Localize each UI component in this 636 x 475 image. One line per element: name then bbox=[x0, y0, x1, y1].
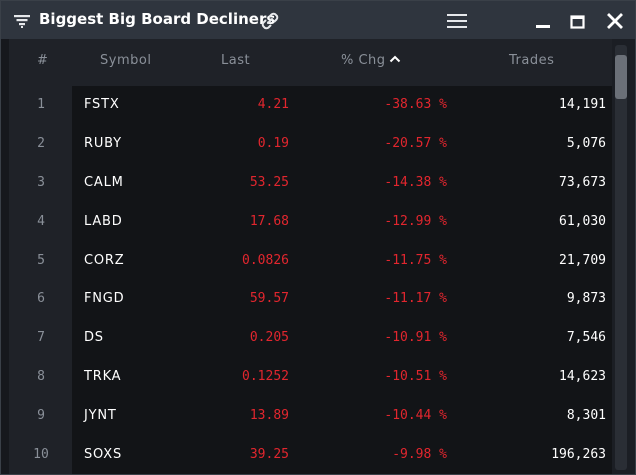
table-row[interactable]: 9 JYNT 13.89 -10.44 % 8,301 bbox=[9, 397, 612, 437]
row-chg: -14.38 % bbox=[384, 174, 447, 190]
row-trades: 7,546 bbox=[566, 330, 606, 346]
row-symbol[interactable]: LABD bbox=[84, 213, 123, 229]
table-row[interactable]: 8 TRKA 0.1252 -10.51 % 14,623 bbox=[9, 358, 612, 398]
table-row[interactable]: 10 SOXS 39.25 -9.98 % 196,263 bbox=[9, 436, 612, 474]
row-chg: -9.98 % bbox=[392, 447, 447, 463]
header-index[interactable]: # bbox=[37, 53, 49, 68]
window-title: Biggest Big Board Decliners bbox=[39, 10, 276, 28]
row-chg: -10.51 % bbox=[384, 369, 447, 385]
table-row[interactable]: 7 DS 0.205 -10.91 % 7,546 bbox=[9, 319, 612, 359]
link-icon[interactable] bbox=[260, 11, 280, 35]
header-chg[interactable]: % Chg bbox=[341, 53, 401, 68]
title-bar[interactable]: Biggest Big Board Decliners bbox=[1, 1, 635, 39]
table-panel: # Symbol Last % Chg Trades 1 FSTX 4.21 -… bbox=[9, 39, 612, 474]
table-row[interactable]: 2 RUBY 0.19 -20.57 % 5,076 bbox=[9, 124, 612, 164]
row-chg: -38.63 % bbox=[384, 97, 447, 112]
sort-ascending-icon[interactable] bbox=[389, 52, 401, 67]
row-last: 17.68 bbox=[249, 213, 289, 229]
row-trades: 8,301 bbox=[566, 408, 606, 424]
row-index: 9 bbox=[37, 408, 45, 424]
row-last: 4.21 bbox=[257, 97, 289, 112]
table-header: # Symbol Last % Chg Trades bbox=[9, 39, 612, 86]
row-last: 0.0826 bbox=[242, 252, 289, 268]
row-chg: -11.75 % bbox=[384, 252, 447, 268]
row-chg: -12.99 % bbox=[384, 213, 447, 229]
row-trades: 5,076 bbox=[566, 135, 606, 151]
row-symbol[interactable]: CORZ bbox=[84, 252, 125, 268]
table-row[interactable]: 4 LABD 17.68 -12.99 % 61,030 bbox=[9, 202, 612, 242]
row-index: 4 bbox=[37, 213, 45, 229]
row-index: 1 bbox=[37, 97, 45, 112]
hamburger-menu-icon[interactable] bbox=[447, 13, 467, 32]
row-symbol[interactable]: TRKA bbox=[84, 369, 122, 385]
row-symbol[interactable]: RUBY bbox=[84, 135, 122, 151]
row-chg: -10.44 % bbox=[384, 408, 447, 424]
row-last: 39.25 bbox=[249, 447, 289, 463]
row-trades: 73,673 bbox=[559, 174, 606, 190]
row-trades: 61,030 bbox=[559, 213, 606, 229]
row-trades: 21,709 bbox=[559, 252, 606, 268]
row-chg: -20.57 % bbox=[384, 135, 447, 151]
row-chg: -10.91 % bbox=[384, 330, 447, 346]
row-index: 3 bbox=[37, 174, 45, 190]
row-trades: 9,873 bbox=[566, 291, 606, 307]
row-symbol[interactable]: JYNT bbox=[84, 408, 117, 424]
row-symbol[interactable]: SOXS bbox=[84, 447, 123, 463]
header-trades[interactable]: Trades bbox=[509, 53, 555, 68]
header-symbol[interactable]: Symbol bbox=[100, 53, 152, 68]
row-last: 59.57 bbox=[249, 291, 289, 307]
row-symbol[interactable]: DS bbox=[84, 330, 104, 346]
table-row[interactable]: 6 FNGD 59.57 -11.17 % 9,873 bbox=[9, 280, 612, 320]
table-row[interactable]: 1 FSTX 4.21 -38.63 % 14,191 bbox=[9, 86, 612, 125]
table-row[interactable]: 3 CALM 53.25 -14.38 % 73,673 bbox=[9, 163, 612, 203]
row-last: 0.19 bbox=[257, 135, 289, 151]
scrollbar-track[interactable] bbox=[615, 45, 627, 470]
minimize-icon[interactable] bbox=[535, 14, 551, 33]
scrollbar-thumb[interactable] bbox=[615, 55, 627, 99]
row-index: 6 bbox=[37, 291, 45, 307]
table-body: 1 FSTX 4.21 -38.63 % 14,191 2 RUBY 0.19 … bbox=[9, 86, 612, 474]
row-index: 2 bbox=[37, 135, 45, 151]
row-symbol[interactable]: FNGD bbox=[84, 291, 125, 307]
row-last: 0.205 bbox=[249, 330, 289, 346]
row-index: 8 bbox=[37, 369, 45, 385]
row-chg: -11.17 % bbox=[384, 291, 447, 307]
table-row[interactable]: 5 CORZ 0.0826 -11.75 % 21,709 bbox=[9, 241, 612, 281]
row-index: 10 bbox=[33, 447, 49, 463]
maximize-icon[interactable] bbox=[570, 14, 586, 33]
row-last: 53.25 bbox=[249, 174, 289, 190]
row-symbol[interactable]: CALM bbox=[84, 174, 124, 190]
header-last[interactable]: Last bbox=[221, 53, 251, 68]
row-trades: 14,623 bbox=[559, 369, 606, 385]
row-last: 0.1252 bbox=[242, 369, 289, 385]
close-icon[interactable] bbox=[607, 13, 623, 33]
row-index: 5 bbox=[37, 252, 45, 268]
row-index: 7 bbox=[37, 330, 45, 346]
filter-icon[interactable] bbox=[14, 13, 30, 32]
row-last: 13.89 bbox=[249, 408, 289, 424]
row-trades: 196,263 bbox=[551, 447, 606, 463]
header-chg-label: % Chg bbox=[341, 53, 386, 68]
row-trades: 14,191 bbox=[559, 97, 606, 112]
row-symbol[interactable]: FSTX bbox=[84, 97, 120, 112]
vertical-scrollbar[interactable] bbox=[612, 39, 635, 474]
